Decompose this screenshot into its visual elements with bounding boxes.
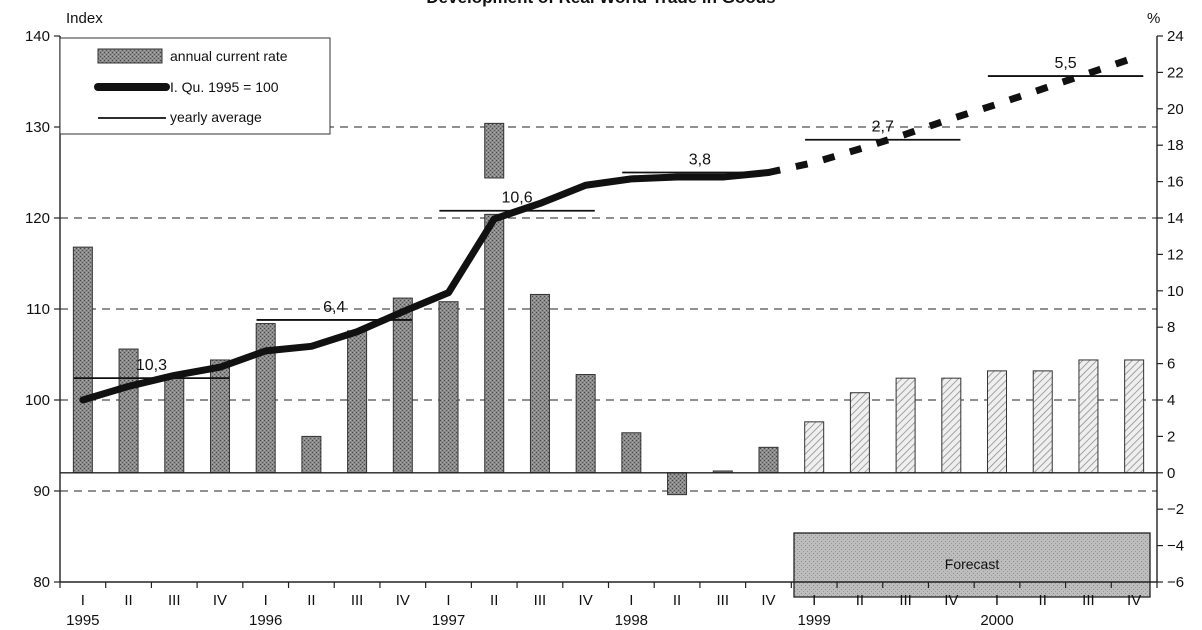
bar — [484, 213, 505, 474]
x-tick-label: II — [124, 592, 132, 609]
average-label: 6,4 — [323, 299, 345, 316]
y-right-tick-label: 20 — [1167, 101, 1184, 118]
x-tick-label: IV — [1127, 592, 1141, 609]
average-label: 3,8 — [689, 152, 711, 169]
bar — [849, 392, 870, 474]
bar — [347, 330, 368, 474]
bar — [529, 293, 550, 474]
legend-label-index-line: I. Qu. 1995 = 100 — [170, 79, 279, 95]
x-tick-label: I — [812, 592, 816, 609]
x-tick-label: II — [673, 592, 681, 609]
bar — [164, 374, 185, 474]
y-right-tick-label: 2 — [1167, 428, 1175, 445]
bar — [255, 323, 276, 474]
chart-title: Development of Real World Trade in Goods — [0, 0, 1202, 8]
x-tick-label: IV — [213, 592, 227, 609]
y-right-label: % — [1147, 10, 1160, 27]
y-right-tick-label: 22 — [1167, 64, 1184, 81]
x-tick-label: II — [307, 592, 315, 609]
y-right-tick-label: 24 — [1167, 28, 1184, 45]
bar — [621, 432, 642, 474]
y-right-tick-label: 16 — [1167, 174, 1184, 191]
y-right-tick-label: 6 — [1167, 356, 1175, 373]
x-tick-label: I — [264, 592, 268, 609]
x-tick-label: IV — [579, 592, 593, 609]
y-right-tick-label: 14 — [1167, 210, 1184, 227]
year-label: 1997 — [432, 612, 465, 629]
x-tick-label: I — [995, 592, 999, 609]
average-label: 2,7 — [872, 119, 894, 136]
bar — [392, 297, 413, 474]
y-left-tick-label: 120 — [25, 210, 50, 227]
bar-series — [60, 122, 1157, 496]
bar — [575, 374, 596, 474]
bar-segment — [484, 122, 505, 179]
bar — [804, 421, 825, 474]
average-label: 10,3 — [136, 357, 167, 374]
bar — [438, 301, 459, 474]
x-tick-label: III — [534, 592, 547, 609]
y-left-tick-label: 130 — [25, 119, 50, 136]
y-left-tick-label: 90 — [33, 483, 50, 500]
legend: annual current rate I. Qu. 1995 = 100 ye… — [59, 37, 331, 135]
legend-label-average: yearly average — [170, 109, 262, 125]
bar — [895, 377, 916, 474]
y-right-tick-label: 12 — [1167, 246, 1184, 263]
y-right-tick-label: −4 — [1167, 538, 1184, 555]
y-left-tick-label: 100 — [25, 392, 50, 409]
year-label: 1996 — [249, 612, 282, 629]
year-label: 2000 — [980, 612, 1013, 629]
bar — [1124, 359, 1145, 474]
x-tick-label: IV — [944, 592, 958, 609]
forecast-box: Forecast — [793, 532, 1151, 598]
x-tick-label: III — [1082, 592, 1095, 609]
y-left-tick-label: 140 — [25, 28, 50, 45]
bar — [1078, 359, 1099, 474]
x-tick-label: I — [629, 592, 633, 609]
year-label: 1999 — [798, 612, 831, 629]
x-tick-label: IV — [396, 592, 410, 609]
x-tick-label: II — [490, 592, 498, 609]
x-tick-label: I — [446, 592, 450, 609]
bar — [72, 246, 93, 474]
x-tick-label: II — [1039, 592, 1047, 609]
index-line-forecast — [767, 54, 1136, 176]
index-line-series — [79, 54, 1136, 404]
average-label: 10,6 — [502, 190, 533, 207]
bar — [667, 472, 688, 496]
x-tick-label: I — [81, 592, 85, 609]
y-right-tick-label: 4 — [1167, 392, 1175, 409]
x-tick-label: IV — [761, 592, 775, 609]
y-left-tick-label: 110 — [26, 301, 50, 318]
forecast-label: Forecast — [945, 556, 1000, 572]
bar — [209, 359, 230, 474]
y-right-tick-label: 18 — [1167, 137, 1184, 154]
x-tick-label: III — [168, 592, 181, 609]
yearly-average-series: 10,3 6,4 10,6 3,8 2,7 5,5 — [73, 55, 1144, 380]
y-right-tick-label: 8 — [1167, 319, 1175, 336]
y-right-tick-label: 0 — [1167, 465, 1175, 482]
y-left-label: Index — [66, 10, 103, 27]
x-tick-label: III — [717, 592, 730, 609]
forecast-box-background — [793, 532, 1151, 598]
x-tick-label: II — [856, 592, 864, 609]
x-tick-label: III — [899, 592, 912, 609]
x-tick-label: III — [351, 592, 364, 609]
legend-swatch-bar — [97, 48, 163, 64]
bar — [301, 435, 322, 474]
bar — [941, 377, 962, 474]
bar — [987, 370, 1008, 474]
y-left-tick-label: 80 — [33, 574, 50, 591]
index-line — [79, 169, 772, 404]
y-right-tick-label: 10 — [1167, 283, 1184, 300]
year-label: 1998 — [615, 612, 648, 629]
bar — [1032, 370, 1053, 474]
y-right-tick-label: −6 — [1167, 574, 1184, 591]
average-label: 5,5 — [1054, 55, 1076, 72]
year-label: 1995 — [66, 612, 99, 629]
legend-label-bar: annual current rate — [170, 48, 288, 64]
bar — [758, 446, 779, 474]
y-right-tick-label: −2 — [1167, 501, 1184, 518]
